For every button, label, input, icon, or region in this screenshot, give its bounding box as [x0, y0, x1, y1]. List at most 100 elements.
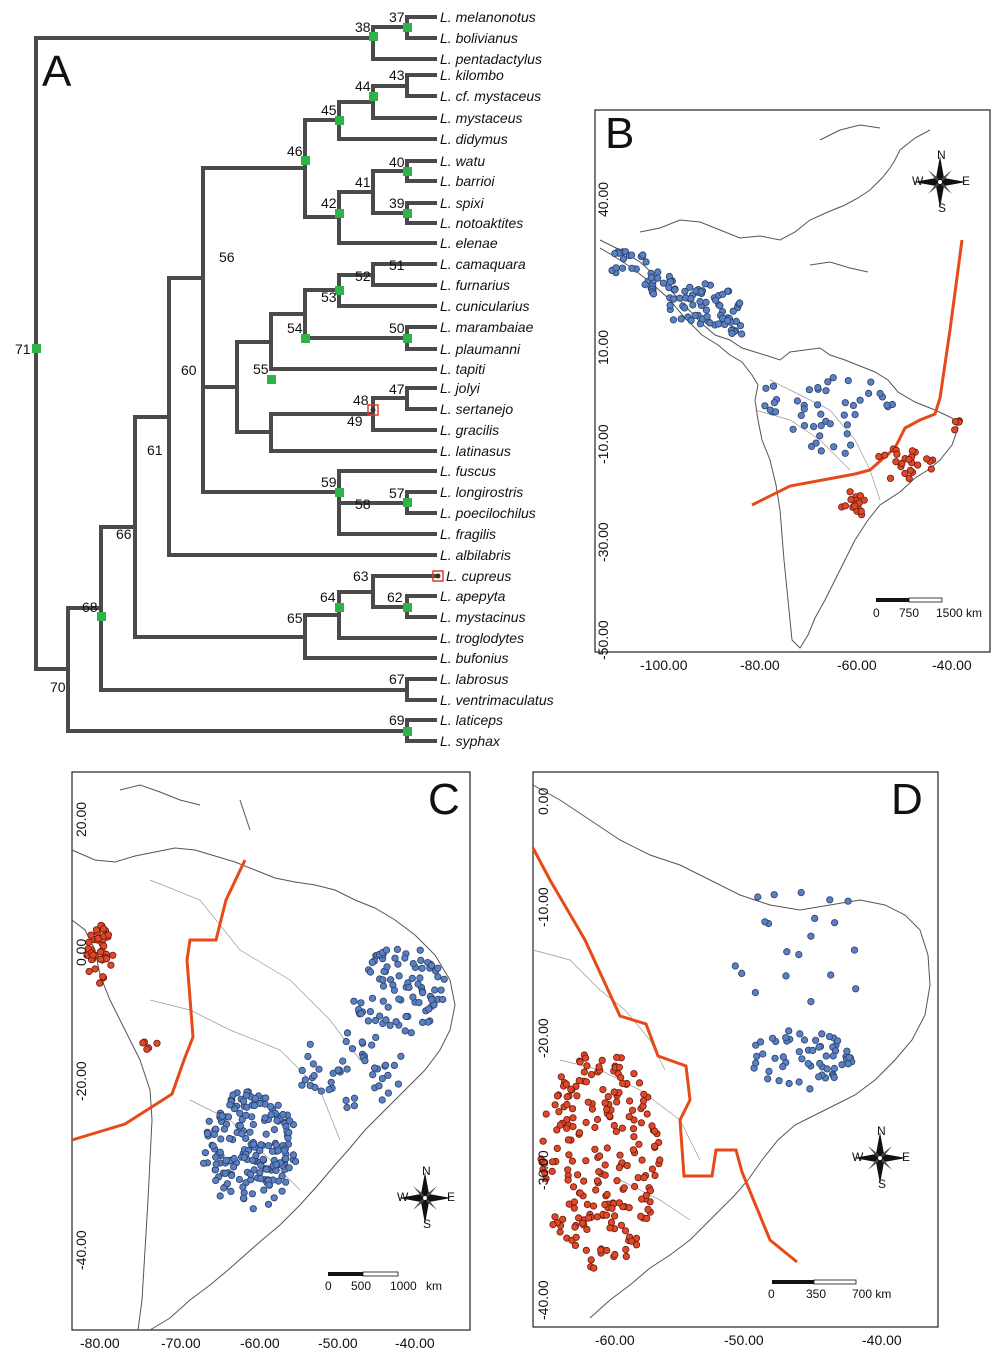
svg-text:S: S	[878, 1177, 886, 1191]
svg-text:-50.00: -50.00	[724, 1332, 764, 1348]
occurrence-point	[615, 1199, 623, 1207]
occurrence-point	[556, 1121, 564, 1129]
occurrence-point	[771, 1054, 779, 1062]
occurrence-point	[285, 1164, 293, 1172]
occurrence-point	[582, 1118, 590, 1127]
occurrence-point	[815, 1073, 823, 1081]
occurrence-point	[590, 1264, 598, 1272]
node-label: 50	[389, 320, 405, 336]
occurrence-point	[260, 1186, 268, 1194]
occurrence-point	[582, 1078, 591, 1086]
occurrence-point	[759, 1050, 767, 1058]
taxon-label: L. albilabris	[440, 547, 511, 563]
node-label: 48	[353, 392, 369, 408]
occurrence-point	[796, 1030, 804, 1038]
panel-label-c: C	[428, 775, 460, 824]
occurrence-point	[775, 1077, 783, 1085]
occurrence-point	[593, 1213, 601, 1221]
occurrence-point	[414, 980, 422, 988]
occurrence-point	[771, 408, 780, 416]
svg-text:-80.00: -80.00	[80, 1335, 120, 1351]
phylogeny-panel: A	[15, 9, 554, 749]
occurrence-point	[618, 1079, 627, 1088]
occurrence-point	[604, 1093, 612, 1101]
occurrence-point	[806, 1085, 814, 1093]
occurrence-point	[401, 954, 409, 962]
occurrence-point	[107, 961, 115, 969]
occurrence-point	[656, 1156, 664, 1164]
occurrence-point	[572, 1233, 580, 1241]
occurrence-point	[564, 1136, 573, 1144]
occurrence-point	[816, 1059, 824, 1068]
occurrence-point	[564, 1176, 572, 1184]
occurrence-point	[571, 1223, 579, 1231]
node-label: 63	[353, 568, 369, 584]
occurrence-point	[582, 1246, 590, 1254]
occurrence-point	[812, 439, 820, 447]
occurrence-point	[246, 1128, 254, 1136]
occurrence-point	[391, 954, 399, 962]
occurrence-point	[564, 1166, 572, 1174]
occurrence-point	[274, 1101, 282, 1109]
taxon-label: L. fuscus	[440, 463, 496, 479]
occurrence-point	[378, 1096, 386, 1104]
occurrence-point	[592, 1186, 600, 1194]
occurrence-point	[736, 321, 745, 330]
occurrence-point	[298, 1081, 306, 1089]
occurrence-point	[375, 1082, 383, 1090]
svg-text:-10.00: -10.00	[535, 887, 551, 927]
panel-label-b: B	[605, 109, 634, 158]
occurrence-point	[200, 1159, 208, 1167]
occurrence-point	[556, 1228, 564, 1236]
taxon-label: L. notoaktites	[440, 215, 523, 231]
node-label: 62	[387, 589, 403, 605]
occurrence-point	[242, 1111, 250, 1120]
occurrence-point	[240, 1153, 248, 1162]
taxon-label: L. furnarius	[440, 277, 510, 293]
node-label: 49	[347, 413, 363, 429]
occurrence-point	[587, 1071, 596, 1079]
scale-bar-c: 0 500 1000 km	[325, 1271, 442, 1293]
occurrence-point	[262, 1094, 270, 1102]
occurrence-point	[701, 280, 709, 288]
taxon-labels: L. melanonotus L. bolivianus L. pentadac…	[440, 9, 554, 749]
occurrence-point	[770, 399, 779, 407]
occurrence-point	[856, 396, 864, 404]
occurrence-point	[823, 1065, 831, 1073]
occurrence-point	[542, 1110, 550, 1118]
occurrence-point	[611, 1250, 619, 1259]
occurrence-point	[348, 1045, 357, 1053]
occurrence-point	[368, 958, 376, 967]
occurrence-point	[610, 1212, 619, 1220]
occurrence-point	[395, 972, 403, 980]
occurrence-point	[864, 389, 873, 397]
occurrence-point	[386, 1021, 394, 1030]
occurrence-point	[827, 971, 835, 979]
occurrence-point	[768, 1034, 777, 1042]
occurrence-point	[908, 447, 917, 455]
occurrence-point	[844, 376, 852, 385]
taxon-label: L. longirostris	[440, 484, 523, 500]
occurrence-point	[205, 1117, 213, 1125]
occurrence-point	[647, 273, 656, 282]
occurrence-point	[601, 1161, 609, 1169]
map-frame	[532, 771, 939, 1328]
occurrence-point	[593, 1115, 602, 1124]
occurrence-point	[143, 1045, 151, 1053]
occurrence-point	[317, 1087, 325, 1095]
panel-label-a: A	[42, 47, 72, 96]
occurrence-point	[654, 274, 662, 282]
taxon-label: L. cf. mystaceus	[440, 88, 541, 104]
occurrence-point	[615, 1164, 624, 1172]
compass-n: N	[937, 148, 946, 162]
occurrence-point	[357, 1010, 365, 1018]
svg-text:-80.00: -80.00	[740, 657, 780, 673]
division-line	[71, 859, 247, 1142]
occurrence-point	[875, 452, 883, 461]
occurrence-point	[841, 449, 849, 457]
occurrence-point	[563, 1116, 571, 1124]
svg-text:0.00: 0.00	[73, 939, 89, 966]
occurrence-point	[242, 1134, 250, 1143]
occurrence-point	[371, 1016, 380, 1025]
occurrence-point	[630, 1070, 638, 1078]
